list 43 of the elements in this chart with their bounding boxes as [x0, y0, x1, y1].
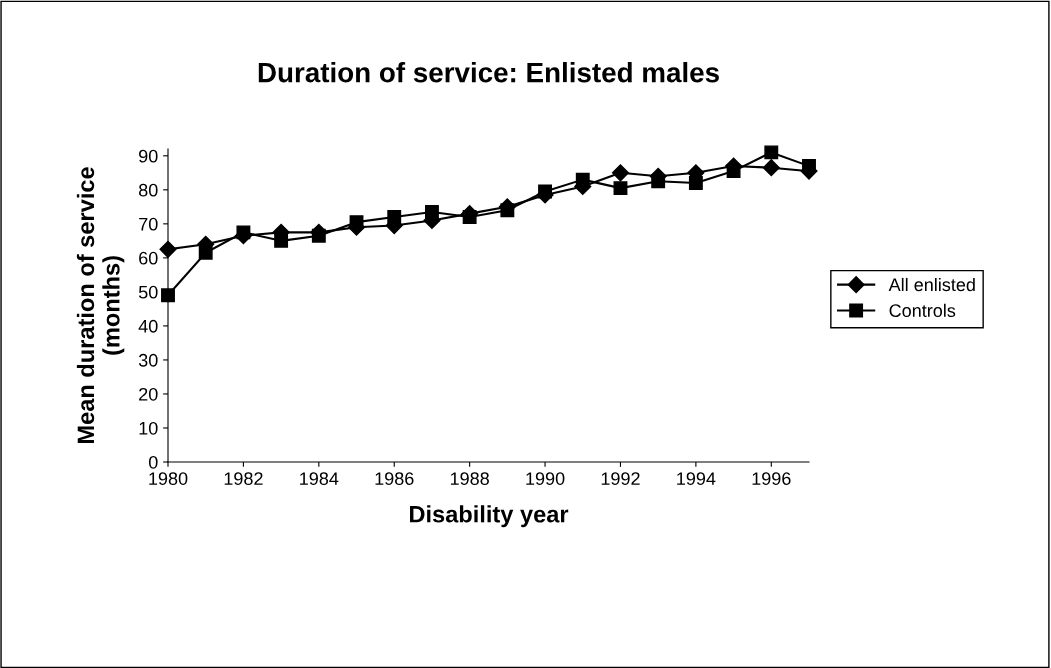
point [161, 288, 175, 303]
x-axis-title: Disability year [410, 505, 569, 528]
point [500, 203, 515, 218]
legend-label: All enlisted [888, 277, 975, 292]
point [387, 210, 402, 224]
chart-title: Duration of service: Enlisted males [258, 62, 719, 83]
y-tick-label: 60 [139, 251, 158, 265]
point [651, 174, 666, 189]
point [762, 159, 780, 177]
point [274, 233, 289, 248]
point [613, 181, 628, 196]
x-tick-label: 1996 [752, 472, 791, 485]
point [311, 228, 326, 243]
point [611, 164, 630, 182]
y-tick-label: 80 [138, 183, 158, 197]
x-tick-label: 1984 [300, 472, 339, 485]
y-tick-label: 50 [138, 285, 158, 299]
point [575, 172, 590, 187]
point [726, 164, 741, 179]
point [198, 245, 213, 260]
legend-label: Controls [889, 303, 956, 318]
point [764, 145, 779, 160]
x-tick-label: 1980 [149, 472, 188, 485]
y-tick-label: 0 [148, 455, 158, 469]
y-tick-label: 70 [139, 217, 158, 231]
x-tick-label: 1994 [677, 472, 716, 485]
y-tick-label: 10 [139, 421, 158, 435]
x-tick-label: 1990 [526, 472, 565, 485]
x-tick-label: 1982 [224, 472, 263, 485]
y-tick-label: 30 [138, 353, 158, 367]
point [236, 225, 251, 240]
point [538, 184, 553, 199]
point [688, 176, 703, 190]
x-tick-label: 1988 [450, 472, 489, 485]
y-tick-label: 90 [139, 149, 158, 163]
y-tick-label: 40 [138, 319, 158, 333]
point [424, 204, 439, 219]
y-axis-title: Mean duration of service (months) [76, 167, 125, 443]
x-tick-label: 1986 [375, 472, 414, 485]
point [462, 210, 477, 224]
y-tick-label: 20 [139, 387, 158, 401]
x-tick-label: 1992 [601, 472, 640, 485]
point [349, 215, 364, 230]
